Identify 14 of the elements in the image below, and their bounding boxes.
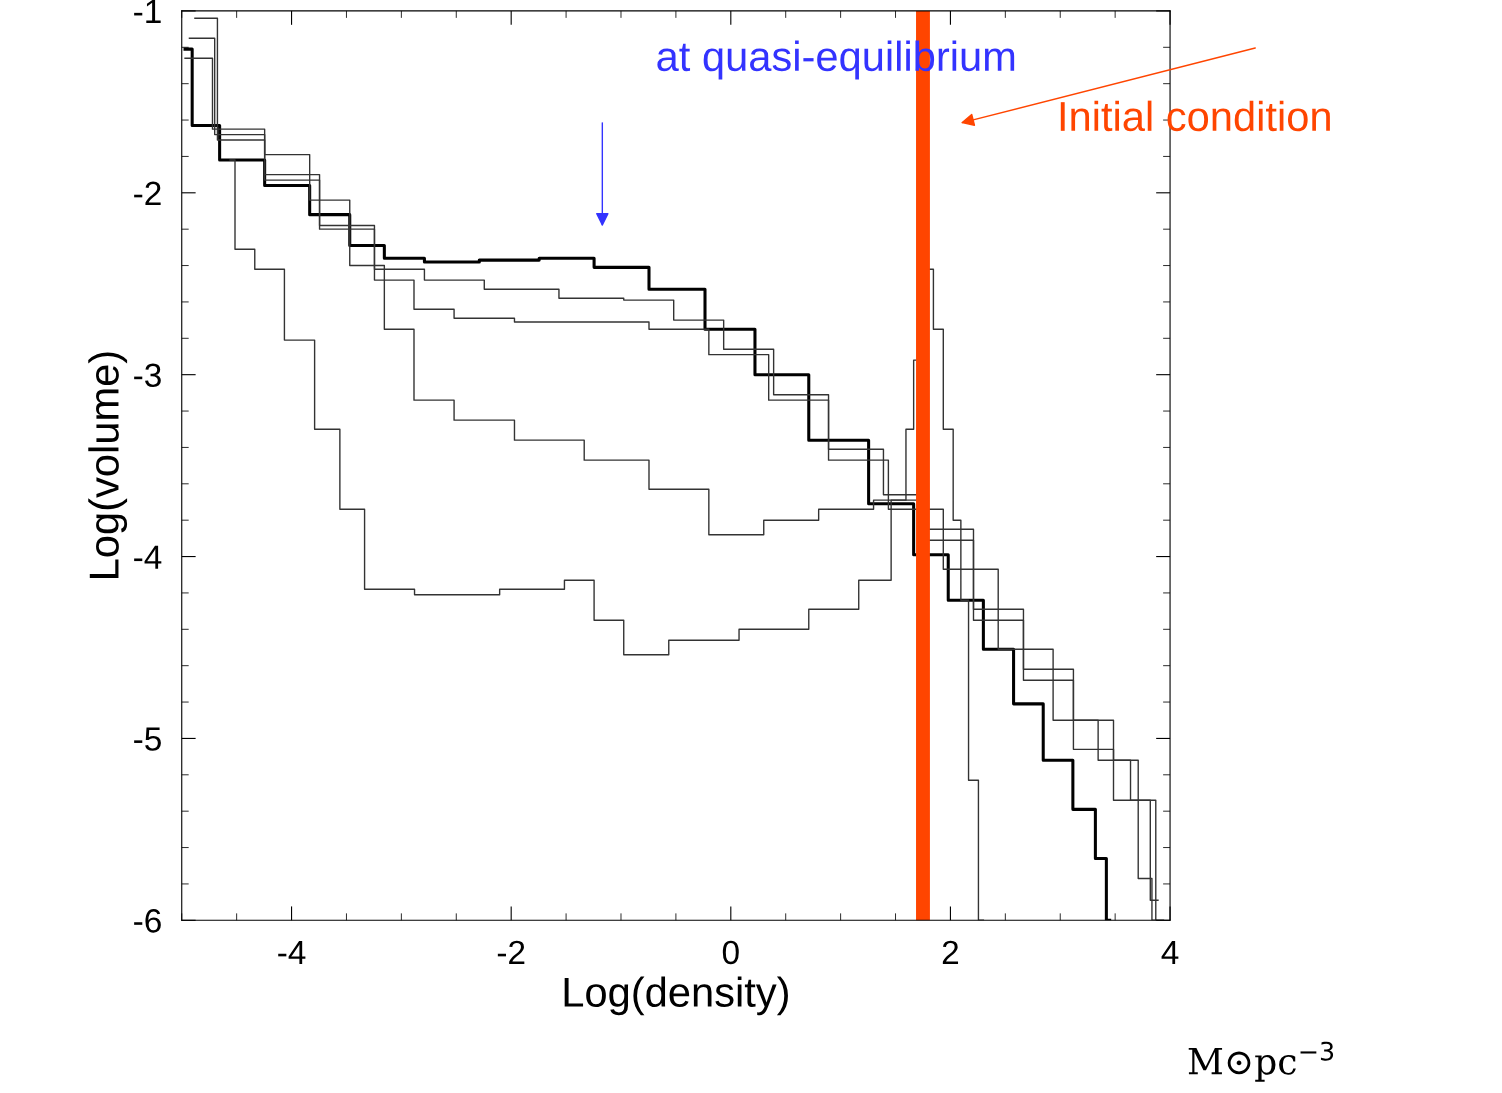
x-tick-label: 4 <box>1161 940 1179 964</box>
y-tick-label: -2 <box>134 181 161 205</box>
y-tick-label: -3 <box>134 363 161 388</box>
x-tick-label: -4 <box>278 940 306 964</box>
x-axis-title: Log(density) <box>564 976 788 1016</box>
y-tick-label: -1 <box>134 0 161 24</box>
y-axis-title: Log(volume) <box>88 352 128 578</box>
x-tick-label: -2 <box>497 940 525 964</box>
y-tick-label: -4 <box>134 545 162 569</box>
x-tick-label: 2 <box>942 940 959 964</box>
x-tick-label: 0 <box>722 940 739 965</box>
y-tick-label: -5 <box>134 727 161 751</box>
y-tick-label: -6 <box>134 909 161 933</box>
text: M⊙pc$^{−3}$ <box>1188 1041 1334 1082</box>
